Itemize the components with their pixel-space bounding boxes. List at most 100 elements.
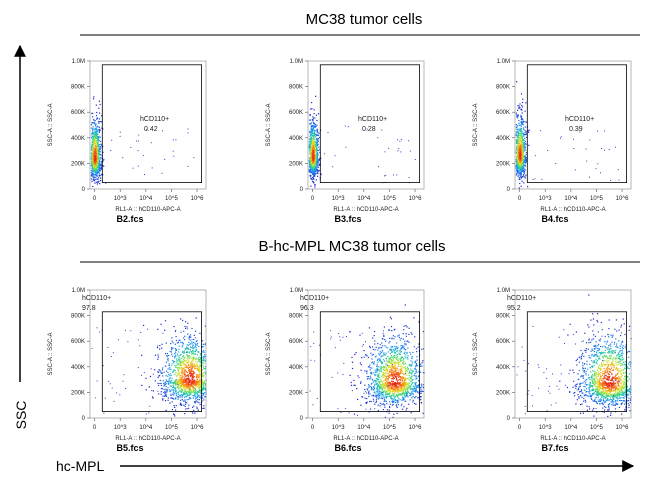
- event-dot: [173, 394, 175, 396]
- event-dot: [401, 372, 403, 375]
- event-dot: [174, 406, 176, 408]
- event-dot: [98, 126, 100, 128]
- event-dot: [359, 362, 361, 364]
- event-dot: [190, 366, 192, 368]
- event-dot: [519, 169, 521, 171]
- event-dot: [180, 404, 182, 406]
- event-dot: [310, 142, 312, 144]
- event-dot: [518, 137, 520, 139]
- event-dot: [312, 143, 314, 146]
- event-dot: [519, 146, 521, 148]
- event-dot: [560, 137, 561, 139]
- event-dot: [390, 346, 392, 348]
- event-dot: [173, 386, 175, 388]
- event-dot: [179, 368, 181, 370]
- event-dot: [185, 359, 187, 361]
- event-dot: [334, 155, 336, 157]
- event-dot: [97, 162, 99, 164]
- event-dot: [523, 174, 525, 176]
- event-dot: [316, 151, 318, 153]
- event-dot: [410, 385, 412, 387]
- x-tick-label: 10^4: [139, 425, 152, 431]
- event-dot: [521, 128, 523, 130]
- event-dot: [375, 346, 377, 348]
- event-dot: [415, 371, 417, 373]
- event-dot: [98, 170, 100, 172]
- event-dot: [93, 156, 95, 159]
- event-dot: [393, 377, 396, 379]
- event-dot: [416, 356, 418, 358]
- event-dot: [403, 366, 406, 368]
- event-dot: [161, 343, 163, 345]
- event-dot: [202, 343, 204, 345]
- event-dot: [95, 154, 97, 156]
- event-dot: [520, 153, 522, 155]
- event-dot: [312, 132, 314, 134]
- event-dot: [311, 155, 313, 157]
- event-dot: [376, 397, 378, 399]
- event-dot: [198, 351, 200, 354]
- event-dot: [314, 158, 316, 160]
- event-dot: [601, 148, 603, 149]
- event-dot: [312, 161, 314, 163]
- event-dot: [309, 161, 311, 163]
- event-dot: [194, 387, 196, 389]
- event-dot: [167, 371, 169, 373]
- event-dot: [412, 381, 414, 384]
- event-dot: [521, 158, 523, 160]
- event-dot: [95, 397, 97, 399]
- event-dot: [198, 386, 200, 389]
- event-dot: [317, 171, 319, 173]
- event-dot: [381, 355, 383, 357]
- event-dot: [519, 145, 521, 147]
- event-dot: [174, 348, 177, 350]
- event-dot: [313, 136, 315, 138]
- event-dot: [418, 384, 420, 386]
- y-tick-label: 400K: [71, 136, 85, 142]
- event-dot: [524, 149, 526, 151]
- event-dot: [196, 393, 198, 395]
- event-dot: [394, 373, 397, 375]
- event-dot: [391, 374, 393, 376]
- event-dot: [177, 342, 179, 344]
- event-dot: [173, 155, 175, 157]
- event-dot: [95, 176, 97, 179]
- event-dot: [192, 388, 194, 390]
- event-dot: [165, 342, 167, 344]
- event-dot: [143, 324, 145, 326]
- event-dot: [393, 362, 395, 364]
- event-dot: [377, 366, 380, 368]
- event-dot: [586, 160, 588, 162]
- event-dot: [317, 134, 319, 136]
- event-dot: [515, 169, 518, 171]
- event-dot: [397, 389, 399, 391]
- event-dot: [194, 345, 196, 347]
- event-dot: [377, 349, 379, 351]
- event-dot: [332, 166, 334, 168]
- event-dot: [193, 358, 195, 360]
- event-dot: [182, 378, 184, 380]
- event-dot: [96, 151, 98, 153]
- event-dot: [204, 343, 206, 345]
- event-dot: [193, 366, 195, 368]
- event-dot: [195, 389, 197, 391]
- event-dot: [96, 128, 98, 130]
- event-dot: [92, 178, 94, 180]
- event-dot: [172, 355, 174, 357]
- event-dot: [97, 151, 99, 153]
- event-dot: [385, 397, 387, 399]
- event-dot: [317, 140, 319, 142]
- event-dot: [175, 356, 177, 358]
- event-dot: [188, 360, 190, 362]
- event-dot: [93, 152, 95, 155]
- event-dot: [415, 376, 417, 378]
- event-dot: [403, 406, 405, 408]
- event-dot: [184, 392, 186, 394]
- event-dot: [419, 365, 422, 367]
- event-dot: [520, 177, 523, 179]
- event-dot: [405, 325, 407, 327]
- event-dot: [187, 347, 189, 349]
- event-dot: [309, 159, 312, 161]
